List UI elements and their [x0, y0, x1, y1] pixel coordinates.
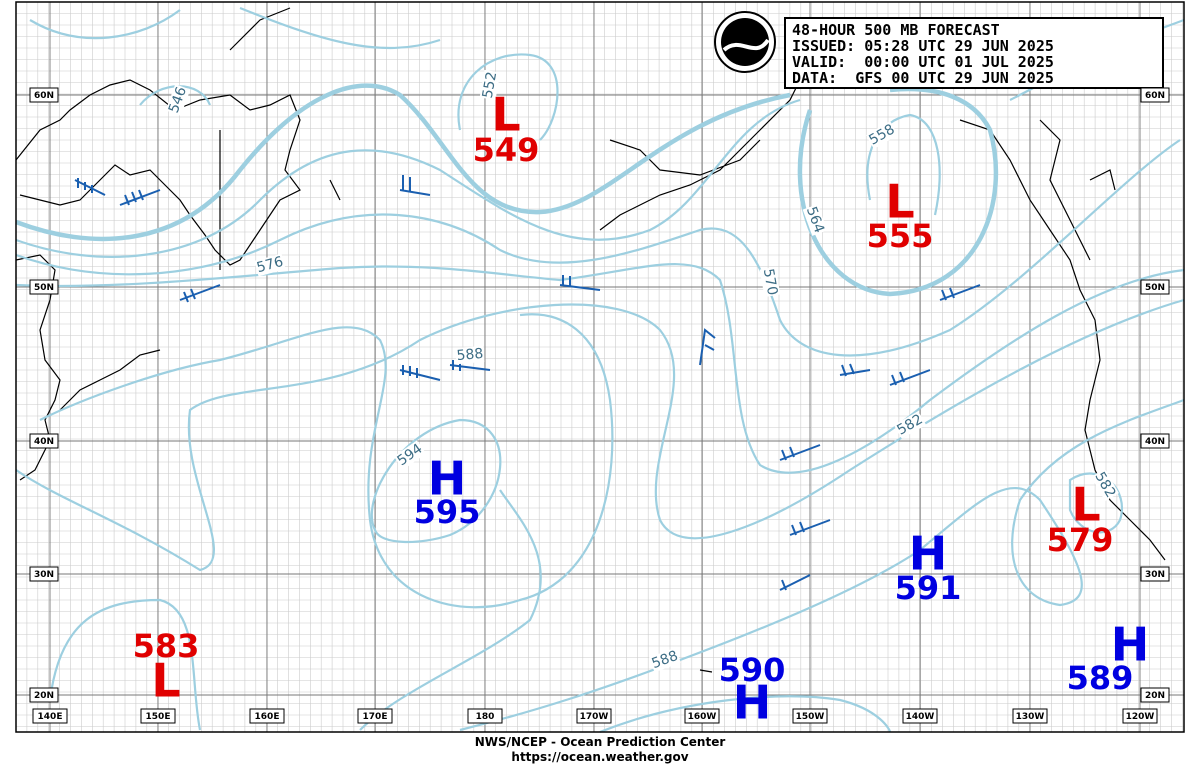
label-bg [759, 266, 781, 298]
header-box [784, 17, 1164, 89]
longitude-label: 170W [580, 712, 609, 722]
label-box [1012, 708, 1048, 724]
label-box [140, 708, 176, 724]
contour-label: 558 [866, 121, 897, 148]
label-box [1140, 433, 1170, 449]
header-line: ISSUED: 05:28 UTC 29 JUN 2025 [792, 37, 1054, 55]
contour-label: 594 [394, 441, 425, 469]
pressure-value: 590 [719, 651, 786, 689]
pressure-value: 579 [1047, 521, 1114, 559]
label-box [32, 708, 68, 724]
label-box [29, 687, 59, 703]
contour-label: 564 [803, 205, 827, 236]
label-box [29, 566, 59, 582]
latitude-label: 60N [1145, 91, 1165, 101]
pressure-value: 595 [414, 493, 481, 531]
label-bg [455, 345, 485, 365]
header-line: 48-HOUR 500 MB FORECAST [792, 21, 1000, 39]
contour-label: 588 [650, 648, 681, 672]
label-box [1122, 708, 1158, 724]
latitude-label: 40N [1145, 437, 1165, 447]
contour-label: 588 [456, 346, 484, 364]
wind-barbs [74, 175, 981, 591]
label-box [29, 433, 59, 449]
pressure-letter: H [1111, 618, 1150, 672]
pressure-letter: H [733, 676, 772, 730]
label-box [576, 708, 612, 724]
contour-label: 570 [760, 267, 780, 296]
label-bg [479, 69, 501, 101]
coastlines [15, 7, 1166, 673]
label-bg [165, 84, 191, 116]
pressure-letter: H [428, 452, 467, 506]
latitude-label: 30N [34, 570, 54, 580]
pressure-value: 583 [133, 627, 200, 665]
contour-label: 576 [255, 254, 285, 276]
latitude-label: 30N [1145, 570, 1165, 580]
longitude-label: 120W [1126, 712, 1155, 722]
longitude-label: 150E [146, 712, 171, 722]
label-box [1140, 87, 1170, 103]
footer-line: https://ocean.weather.gov [511, 750, 688, 764]
label-box [684, 708, 720, 724]
longitude-label: 130W [1016, 712, 1045, 722]
pressure-value: 555 [867, 217, 934, 255]
pressure-letter: L [885, 175, 914, 229]
label-bg [1091, 468, 1119, 502]
latitude-label: 20N [1145, 691, 1165, 701]
latitude-label: 20N [34, 691, 54, 701]
label-box [467, 708, 503, 724]
pressure-letter: L [491, 88, 520, 142]
noaa-logo [714, 11, 776, 73]
longitude-label: 170E [363, 712, 388, 722]
label-box [29, 87, 59, 103]
longitude-label: 140E [38, 712, 63, 722]
pressure-letter: L [151, 654, 180, 708]
label-bg [865, 121, 899, 149]
pressure-letter: L [1071, 478, 1100, 532]
latitude-label: 50N [34, 283, 54, 293]
longitude-label: 140W [906, 712, 935, 722]
pressure-value: 549 [473, 131, 540, 169]
label-bg [893, 411, 927, 439]
label-bg [254, 253, 286, 277]
contour-label: 546 [166, 85, 190, 116]
label-box [1140, 687, 1170, 703]
label-bg [393, 440, 427, 470]
latitude-label: 60N [34, 91, 54, 101]
footer-line: NWS/NCEP - Ocean Prediction Center [475, 735, 726, 749]
contours [15, 6, 1185, 734]
label-box [1140, 279, 1170, 295]
latitude-label: 40N [34, 437, 54, 447]
label-box [249, 708, 285, 724]
longitude-label: 150W [796, 712, 825, 722]
map-frame [15, 1, 1185, 733]
longitude-label: 160E [255, 712, 280, 722]
contour-label: 552 [480, 70, 500, 99]
pressure-letter: H [909, 527, 948, 581]
label-box [29, 279, 59, 295]
label-bg [802, 204, 828, 236]
longitude-label: 180 [476, 712, 495, 722]
header-line: DATA: GFS 00 UTC 29 JUN 2025 [792, 69, 1054, 87]
label-box [1140, 566, 1170, 582]
pressure-value: 589 [1067, 659, 1134, 697]
label-box [357, 708, 393, 724]
longitude-label: 160W [688, 712, 717, 722]
grid [15, 1, 1184, 732]
label-bg [649, 647, 681, 673]
header-line: VALID: 00:00 UTC 01 JUL 2025 [792, 53, 1054, 71]
label-box [902, 708, 938, 724]
latitude-label: 50N [1145, 283, 1165, 293]
pressure-value: 591 [895, 569, 962, 607]
label-box [792, 708, 828, 724]
